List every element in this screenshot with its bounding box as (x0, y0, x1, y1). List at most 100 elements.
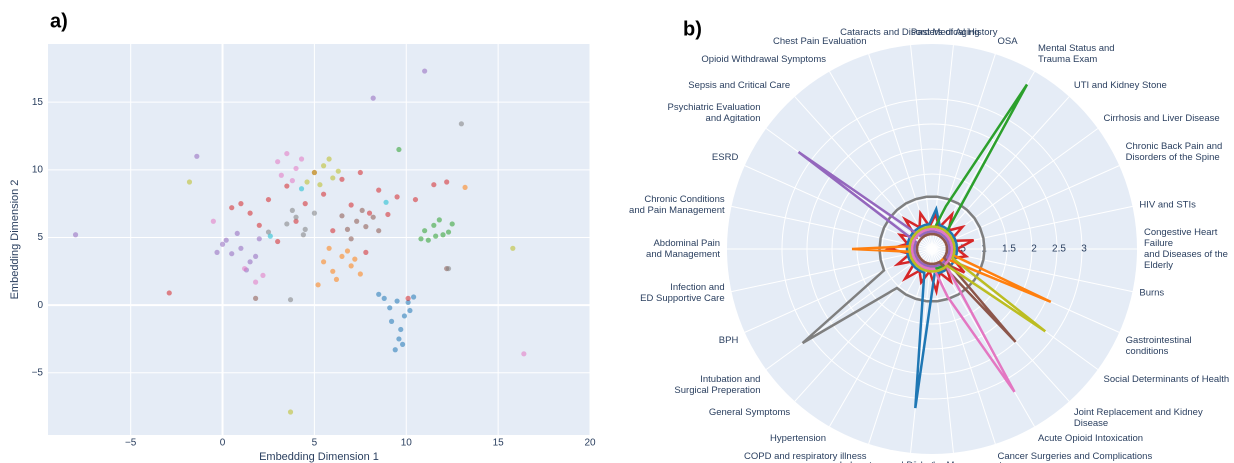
point (339, 213, 345, 219)
spoke (829, 71, 933, 250)
spoke (829, 248, 933, 427)
point (223, 237, 229, 243)
category-label: Opioid Withdrawal Symptoms (701, 54, 826, 66)
radar-line (801, 195, 986, 345)
point (186, 179, 193, 185)
spoke (910, 45, 933, 250)
x-tick-label: 20 (584, 438, 596, 449)
point (284, 150, 290, 157)
r-tick-label: 1.5 (1002, 244, 1016, 255)
point (433, 233, 439, 239)
radar-line (910, 227, 1016, 393)
point (300, 232, 306, 238)
point (320, 259, 327, 265)
point (445, 229, 452, 235)
x-tick-label: −5 (125, 438, 137, 449)
point (425, 237, 431, 243)
point (348, 236, 354, 242)
point (354, 218, 360, 224)
point (253, 295, 259, 301)
category-label: Social Determinants of Health (1103, 373, 1230, 385)
category-label: Acute Opioid Intoxication (1038, 432, 1144, 444)
point (229, 205, 235, 211)
y-tick-label: 0 (37, 300, 43, 311)
point (238, 245, 244, 251)
spoke (765, 248, 933, 370)
point (339, 176, 345, 182)
category-label: Intubation and Surgical Preperation (674, 373, 761, 396)
point (72, 232, 79, 238)
point (431, 182, 437, 188)
category-label: Mental Status and Trauma Exam (1038, 43, 1115, 66)
point (265, 229, 272, 235)
point (311, 169, 318, 176)
point (422, 228, 428, 234)
r-tick-label: 3 (1081, 244, 1087, 255)
point (370, 95, 376, 101)
point (214, 249, 220, 255)
point (326, 156, 332, 162)
point (298, 186, 305, 192)
category-label: Laboratory and urine drug screen (840, 460, 980, 463)
y-tick-label: 10 (32, 164, 44, 175)
point (385, 211, 391, 218)
y-tick-label: 15 (32, 97, 44, 108)
point (418, 236, 424, 242)
x-axis-title: Embedding Dimension 1 (259, 451, 379, 463)
category-label: Burns (1139, 287, 1165, 299)
point (376, 187, 382, 193)
r-tick-label: 2.5 (1052, 244, 1066, 255)
point (275, 159, 281, 165)
point (278, 172, 284, 178)
point (315, 282, 321, 288)
category-label: COPD and respiratory illness (743, 450, 867, 462)
point (247, 259, 253, 265)
plot-background (48, 44, 590, 435)
category-label: Abdominal Pain and Management (646, 238, 720, 260)
radar-line (908, 225, 1047, 333)
point (289, 178, 295, 184)
point (444, 179, 450, 185)
category-label: ESRD (711, 151, 739, 163)
point (194, 153, 200, 159)
point (396, 336, 402, 342)
point (422, 68, 428, 74)
category-label: Hypertension (770, 432, 826, 444)
category-label: Chronic Conditions and Pain Management (629, 193, 725, 216)
point (166, 290, 172, 296)
category-label: Past Medical History (910, 27, 998, 39)
point (256, 222, 262, 228)
spoke (731, 248, 933, 293)
point (376, 228, 382, 234)
point (326, 245, 332, 251)
x-tick-label: 10 (401, 438, 413, 449)
point (335, 168, 341, 174)
spoke (931, 53, 996, 250)
point (388, 318, 395, 324)
point (267, 233, 273, 239)
point (399, 341, 406, 347)
point (293, 218, 299, 224)
point (302, 226, 308, 232)
category-label: Chronic Back Pain and Disorders of the S… (1125, 140, 1223, 163)
point (381, 295, 387, 301)
category-label: UTI and Kidney Stone (1073, 80, 1167, 92)
point (394, 194, 400, 200)
point (363, 249, 369, 255)
point (363, 224, 369, 230)
point (330, 228, 336, 234)
r-tick-label: 2 (1031, 244, 1037, 255)
point (510, 245, 516, 251)
category-label: General Symptoms (708, 406, 791, 418)
point (348, 263, 354, 269)
point (344, 248, 351, 254)
category-label: BPH (718, 335, 739, 347)
spoke (931, 248, 996, 445)
spoke (731, 205, 933, 250)
panel-label: b) (683, 18, 702, 40)
point (344, 226, 351, 232)
point (440, 232, 446, 238)
point (431, 222, 437, 228)
category-label: Cirrhosis and Liver Disease (1103, 113, 1220, 125)
